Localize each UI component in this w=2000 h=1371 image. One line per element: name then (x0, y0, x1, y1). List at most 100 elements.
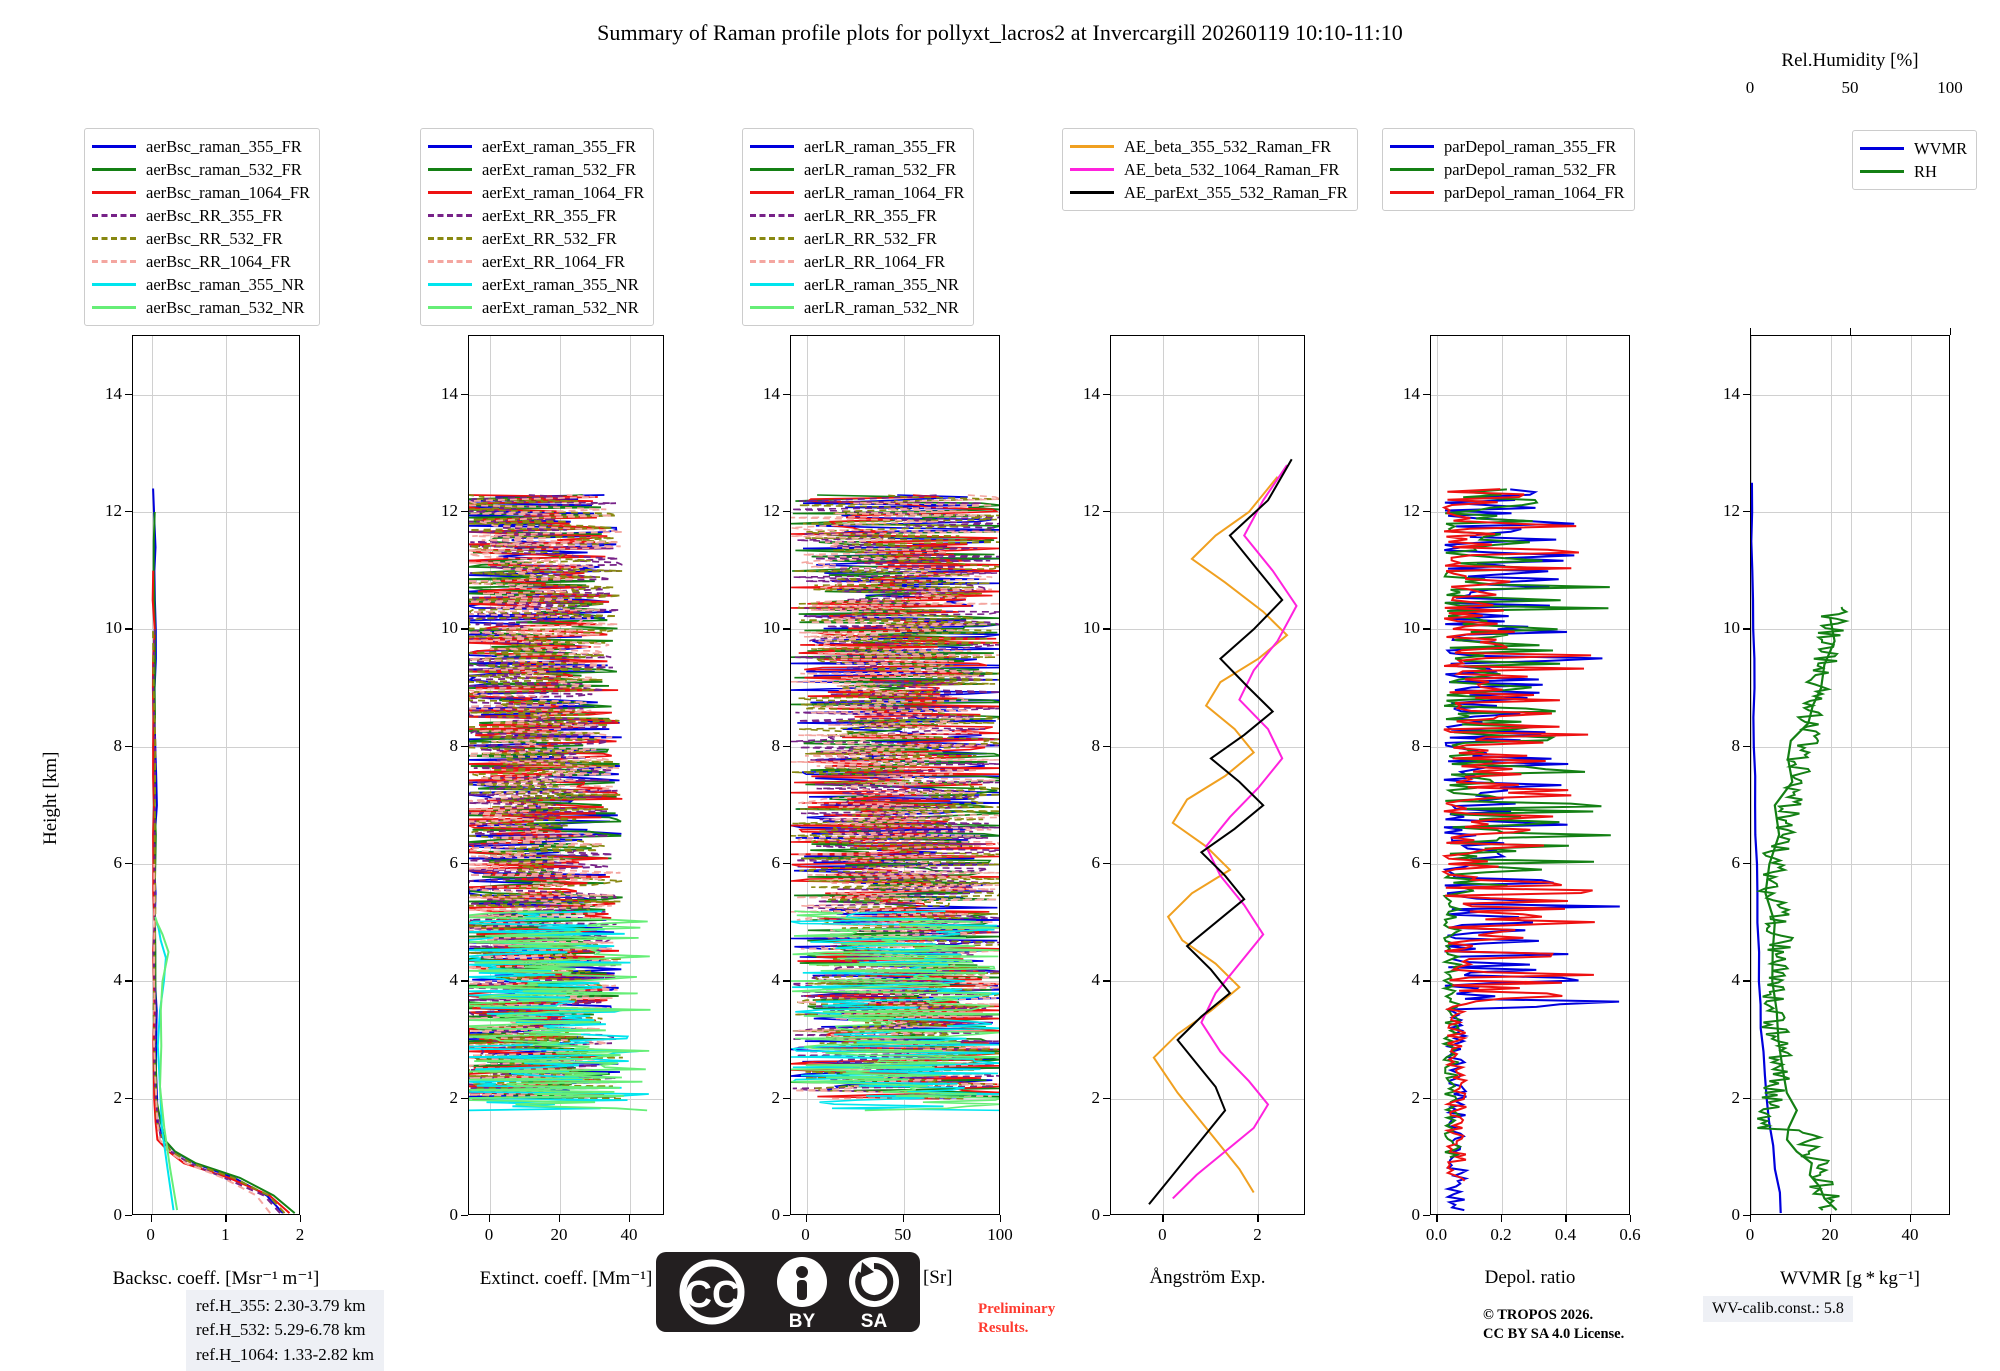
x-tick-label: 20 (1821, 1225, 1839, 1244)
legend-item[interactable]: aerExt_RR_1064_FR (428, 250, 644, 273)
y-tick-mark (1743, 511, 1750, 513)
legend-item[interactable]: aerLR_raman_532_FR (750, 158, 964, 181)
y-tick-label: 0 (771, 1205, 781, 1224)
gridline-vertical (1163, 336, 1165, 1214)
legend-item[interactable]: aerExt_raman_1064_FR (428, 181, 644, 204)
gridline-horizontal (1431, 746, 1629, 748)
legend-item[interactable]: aerExt_raman_532_NR (428, 296, 644, 319)
y-tick-label: 8 (1091, 735, 1101, 755)
y-tick-label: 4 (771, 970, 781, 990)
legend-backscatter: aerBsc_raman_355_FR aerBsc_raman_532_FR ae… (84, 128, 321, 326)
y-tick-label: 8 (771, 735, 781, 755)
legend-item[interactable]: aerLR_raman_355_FR (750, 135, 964, 158)
legend-item[interactable]: aerExt_raman_532_FR (428, 158, 644, 181)
legend-item[interactable]: aerLR_raman_1064_FR (750, 181, 964, 204)
y-tick-mark (125, 628, 132, 630)
y-tick-label: 2 (1091, 1087, 1101, 1107)
y-tick-mark (1423, 628, 1430, 630)
x-tick-mark (1630, 1215, 1632, 1222)
legend-item[interactable]: aerExt_RR_532_FR (428, 227, 644, 250)
legend-item[interactable]: aerBsc_RR_532_FR (92, 227, 310, 250)
legend-item[interactable]: parDepol_raman_1064_FR (1390, 181, 1625, 204)
y-tick-label: 10 (105, 618, 122, 638)
x-axis-label-extinction: Extinct. coeff. [Mm⁻¹] (479, 1268, 653, 1289)
top-x-tick-mark (1850, 328, 1852, 335)
y-tick-mark (125, 1215, 132, 1217)
x-tick-mark (1257, 1215, 1259, 1222)
plot-panel-depolarization: η₃₅₅: 104.32η₅₃₂: 11.14η₁₀₆₄: 0.43 (1430, 335, 1630, 1215)
y-tick-label: 0 (113, 1205, 123, 1224)
y-tick-label: 10 (441, 618, 458, 638)
x-tick-label: 50 (894, 1225, 912, 1244)
legend-item[interactable]: aerLR_RR_532_FR (750, 227, 964, 250)
data-series-path (791, 910, 999, 1112)
y-tick-mark (783, 863, 790, 865)
y-tick-mark (783, 745, 790, 748)
legend-label: WVMR (1914, 138, 1968, 158)
plot-panel-wvmr-rh (1750, 335, 1950, 1215)
cc-sa-label: SA (861, 1311, 888, 1332)
y-tick-mark (461, 628, 468, 630)
legend-item[interactable]: AE_beta_355_532_Raman_FR (1070, 135, 1348, 158)
gridline-horizontal (1111, 746, 1304, 748)
gridline-horizontal (1751, 512, 1949, 513)
legend-item[interactable]: aerBsc_raman_532_FR (92, 158, 310, 181)
gridline-horizontal (1751, 746, 1949, 748)
y-tick-mark (1743, 1097, 1750, 1100)
y-tick-label: 14 (1723, 383, 1740, 403)
data-series-path (1440, 488, 1611, 1159)
legend-item[interactable]: aerBsc_raman_355_NR (92, 273, 310, 296)
x-axis-label-backscatter: Backsc. coeff. [Msr⁻¹ m⁻¹] (112, 1268, 320, 1289)
legend-item[interactable]: RH (1860, 160, 1967, 183)
y-tick-mark (783, 1097, 790, 1100)
legend-label: aerBsc_RR_355_FR (146, 205, 283, 225)
data-series-path (152, 629, 281, 1214)
legend-label: aerExt_raman_1064_FR (482, 182, 645, 202)
legend-item[interactable]: aerExt_raman_355_NR (428, 273, 644, 296)
y-tick-mark (461, 511, 468, 513)
legend-item[interactable]: aerExt_raman_355_FR (428, 135, 644, 158)
y-tick-mark (1103, 1097, 1110, 1100)
legend-label: aerBsc_raman_1064_FR (146, 182, 311, 202)
legend-item[interactable]: aerExt_RR_355_FR (428, 204, 644, 227)
legend-item[interactable]: aerBsc_RR_355_FR (92, 204, 310, 227)
legend-label: aerExt_RR_1064_FR (482, 251, 625, 271)
x-tick-mark (1000, 1215, 1002, 1222)
y-tick-mark (1423, 980, 1430, 982)
legend-item[interactable]: WVMR (1860, 137, 1967, 160)
cc-by-label: BY (789, 1311, 816, 1332)
y-tick-label: 12 (105, 501, 122, 520)
gridline-horizontal (1751, 629, 1949, 631)
legend-item[interactable]: aerBsc_raman_355_FR (92, 135, 310, 158)
series-canvas (469, 494, 651, 1112)
legend-item[interactable]: parDepol_raman_532_FR (1390, 158, 1625, 181)
gridline-vertical (1831, 336, 1832, 1214)
legend-item[interactable]: aerLR_RR_1064_FR (750, 250, 964, 273)
data-series-path (1442, 488, 1620, 1212)
legend-item[interactable]: aerLR_raman_532_NR (750, 296, 964, 319)
x-axis-label-angstrom: Ångström Exp. (1149, 1267, 1266, 1288)
y-tick-label: 8 (1731, 735, 1741, 755)
y-tick-mark (1103, 511, 1110, 513)
y-tick-mark (461, 980, 468, 982)
legend-item[interactable]: aerBsc_raman_1064_FR (92, 181, 310, 204)
gridline-vertical (1258, 336, 1260, 1214)
legend-item[interactable]: parDepol_raman_355_FR (1390, 135, 1625, 158)
gridline-horizontal (1751, 394, 1949, 396)
x-tick-label: 0 (484, 1225, 494, 1244)
y-tick-label: 2 (1731, 1087, 1741, 1107)
legend-item[interactable]: AE_beta_532_1064_Raman_FR (1070, 158, 1348, 181)
y-tick-mark (1103, 1215, 1110, 1217)
legend-item[interactable]: AE_parExt_355_532_Raman_FR (1070, 181, 1348, 204)
legend-item[interactable]: aerLR_RR_355_FR (750, 204, 964, 227)
gridline-horizontal (1111, 629, 1304, 631)
legend-item[interactable]: aerBsc_raman_532_NR (92, 296, 310, 319)
x-tick-mark (805, 1215, 807, 1222)
legend-item[interactable]: aerLR_raman_355_NR (750, 273, 964, 296)
y-tick-label: 6 (771, 853, 781, 872)
legend-item[interactable]: aerBsc_RR_1064_FR (92, 250, 310, 273)
top-x-tick-label: 50 (1841, 78, 1859, 97)
x-tick-label: 1 (221, 1225, 230, 1244)
legend-label: aerLR_raman_532_NR (804, 297, 959, 317)
gridline-horizontal (1111, 864, 1304, 865)
